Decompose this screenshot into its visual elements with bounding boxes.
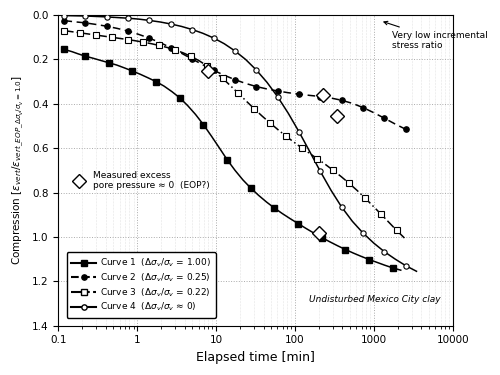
Y-axis label: Compression [$\varepsilon_{vert}/\varepsilon_{vert\_EOP\_\Delta\sigma_v/\sigma_v: Compression [$\varepsilon_{vert}/\vareps…	[11, 75, 26, 266]
Text: Undisturbed Mexico City clay: Undisturbed Mexico City clay	[310, 295, 441, 304]
X-axis label: Elapsed time [min]: Elapsed time [min]	[196, 351, 315, 364]
Legend: Curve 1  ($\Delta\sigma_v/\sigma_v$ = 1.00), Curve 2  ($\Delta\sigma_v/\sigma_v$: Curve 1 ($\Delta\sigma_v/\sigma_v$ = 1.0…	[66, 252, 216, 318]
Text: Very low incremental
stress ratio: Very low incremental stress ratio	[384, 21, 488, 50]
